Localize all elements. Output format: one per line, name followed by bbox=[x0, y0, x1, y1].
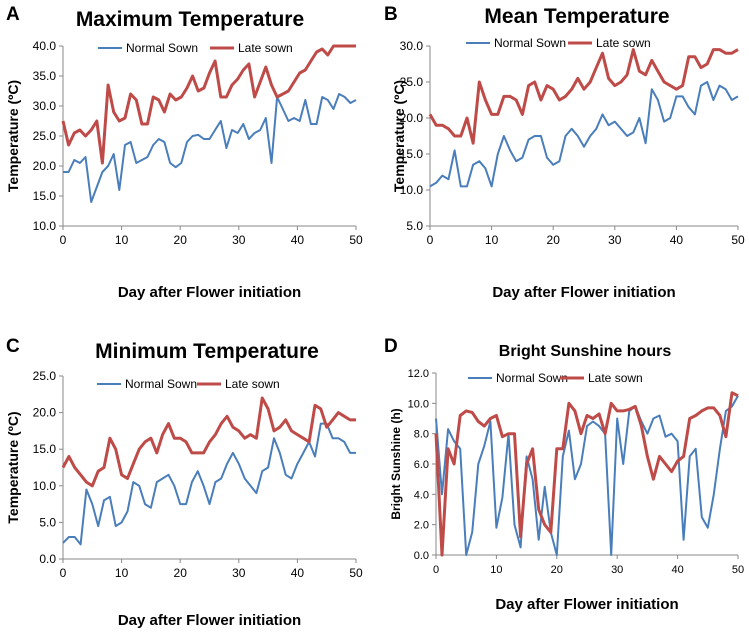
y-axis-label: Temperature (ºC) bbox=[391, 80, 407, 192]
x-tick-label: 50 bbox=[349, 233, 363, 247]
x-tick-label: 20 bbox=[547, 233, 561, 247]
x-tick-label: 10 bbox=[490, 564, 502, 576]
y-tick-label: 25.0 bbox=[33, 129, 57, 143]
chart-panel-c: C Minimum Temperature 0.0 5.0 10.0 15.0 20.0 25… bbox=[5, 336, 363, 629]
chart-panel-d: D Bright Sunshine hours 0.0 2.0 4.0 6.0 8.0 10.… bbox=[384, 336, 744, 613]
x-tick-label: 30 bbox=[232, 233, 246, 247]
y-tick-label: 15.0 bbox=[33, 189, 57, 203]
series-line-normal-sown bbox=[435, 395, 739, 556]
x-tick-label: 0 bbox=[427, 233, 434, 247]
series-line-normal-sown bbox=[62, 422, 356, 546]
chart-panel-b: B Mean Temperature 5.0 10.0 15.0 20.0 25.0 30.0… bbox=[384, 4, 745, 301]
y-tick-label: 5.0 bbox=[406, 219, 423, 233]
series-line-late-sown bbox=[428, 48, 739, 145]
x-axis-label: Day after Flower initiation bbox=[118, 284, 301, 301]
x-tick-label: 0 bbox=[60, 566, 67, 580]
chart-title: Minimum Temperature bbox=[95, 340, 319, 363]
x-tick-label: 50 bbox=[731, 233, 745, 247]
chart-title: Mean Temperature bbox=[484, 5, 669, 28]
panel-letter: C bbox=[6, 336, 20, 357]
x-axis-label: Day after Flower initiation bbox=[492, 284, 675, 301]
y-tick-label: 2.0 bbox=[414, 520, 429, 532]
y-tick-label: 8.0 bbox=[414, 429, 429, 441]
x-tick-label: 40 bbox=[671, 564, 683, 576]
y-tick-label: 25.0 bbox=[400, 75, 424, 89]
y-tick-label: 10.0 bbox=[33, 479, 57, 493]
x-tick-label: 20 bbox=[174, 233, 188, 247]
y-tick-label: 30.0 bbox=[400, 39, 424, 53]
series-line-normal-sown bbox=[63, 93, 357, 203]
x-tick-label: 10 bbox=[485, 233, 499, 247]
x-tick-label: 40 bbox=[291, 233, 305, 247]
panel-letter: D bbox=[384, 336, 398, 357]
y-tick-label: 25.0 bbox=[33, 369, 57, 383]
y-tick-label: 15.0 bbox=[33, 442, 57, 456]
y-tick-label: 10.0 bbox=[400, 183, 424, 197]
y-tick-label: 15.0 bbox=[400, 147, 424, 161]
y-axis-label: Temperature (ºC) bbox=[5, 80, 21, 192]
chart-panel-a: A Maximum Temperature 10.0 15.0 20.0 25.0 30.0… bbox=[5, 4, 363, 301]
legend-label: Late sown bbox=[225, 377, 280, 391]
y-tick-label: 0.0 bbox=[39, 552, 56, 566]
y-tick-label: 12.0 bbox=[408, 368, 429, 380]
series-line-normal-sown bbox=[429, 81, 739, 188]
legend-label: Late sown bbox=[596, 36, 651, 50]
x-tick-label: 30 bbox=[232, 566, 246, 580]
chart-title: Bright Sunshine hours bbox=[499, 343, 672, 360]
y-tick-label: 20.0 bbox=[400, 111, 424, 125]
y-tick-label: 30.0 bbox=[33, 99, 57, 113]
chart-title: Maximum Temperature bbox=[76, 8, 304, 31]
panel-letter: B bbox=[384, 4, 398, 25]
series-line-late-sown bbox=[61, 44, 356, 165]
series-line-late-sown bbox=[61, 396, 356, 488]
y-tick-label: 10.0 bbox=[33, 219, 57, 233]
x-tick-label: 0 bbox=[433, 564, 439, 576]
x-tick-label: 30 bbox=[608, 233, 622, 247]
y-tick-label: 35.0 bbox=[33, 69, 57, 83]
y-tick-label: 4.0 bbox=[414, 489, 429, 501]
y-tick-label: 20.0 bbox=[33, 406, 57, 420]
y-tick-label: 10.0 bbox=[408, 398, 429, 410]
x-axis-label: Day after Flower initiation bbox=[118, 612, 301, 629]
legend-label: Late sown bbox=[238, 41, 293, 55]
panel-letter: A bbox=[6, 4, 20, 25]
x-tick-label: 20 bbox=[551, 564, 563, 576]
x-tick-label: 40 bbox=[670, 233, 684, 247]
x-tick-label: 50 bbox=[732, 564, 744, 576]
y-tick-label: 20.0 bbox=[33, 159, 57, 173]
x-tick-label: 10 bbox=[115, 233, 129, 247]
legend-label: Normal Sown bbox=[125, 377, 197, 391]
y-tick-label: 0.0 bbox=[414, 550, 429, 562]
y-tick-label: 40.0 bbox=[33, 39, 57, 53]
x-tick-label: 10 bbox=[115, 566, 129, 580]
x-tick-label: 0 bbox=[60, 233, 67, 247]
y-tick-label: 5.0 bbox=[39, 515, 56, 529]
x-axis-label: Day after Flower initiation bbox=[495, 596, 678, 613]
legend-label: Late sown bbox=[588, 371, 643, 385]
legend-label: Normal Sown bbox=[496, 371, 568, 385]
y-tick-label: 6.0 bbox=[414, 459, 429, 471]
series-line-late-sown bbox=[434, 391, 739, 557]
x-tick-label: 30 bbox=[611, 564, 623, 576]
y-axis-label: Temperature (ºC) bbox=[5, 411, 21, 523]
legend-label: Normal Sown bbox=[126, 41, 198, 55]
x-tick-label: 20 bbox=[174, 566, 188, 580]
y-axis-label: Bright Sunshine (h) bbox=[389, 408, 403, 519]
x-tick-label: 40 bbox=[291, 566, 305, 580]
x-tick-label: 50 bbox=[349, 566, 363, 580]
legend-label: Normal Sown bbox=[494, 36, 566, 50]
